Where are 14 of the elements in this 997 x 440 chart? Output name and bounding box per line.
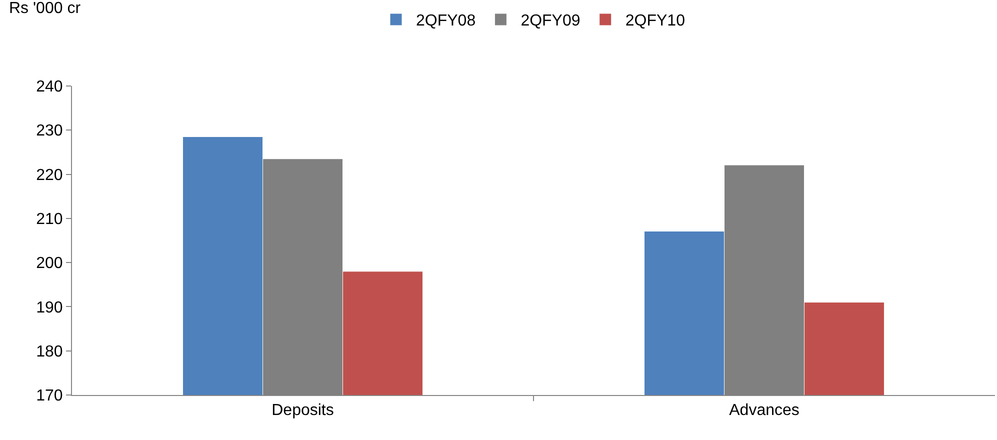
y-tick-label: 200 — [36, 255, 63, 272]
y-tick-label: 230 — [36, 122, 63, 140]
y-axis-title: Rs '000 cr — [9, 0, 82, 17]
y-tick-label: 170 — [36, 388, 63, 405]
y-tick-label: 190 — [36, 299, 63, 316]
x-tick-label: Deposits — [272, 402, 334, 420]
legend-label: 2QFY08 — [416, 12, 476, 30]
x-tick-label: Advances — [729, 402, 800, 420]
y-tick-label: 220 — [36, 166, 63, 184]
legend-label: 2QFY09 — [520, 12, 580, 30]
y-tick-label: 240 — [36, 78, 63, 96]
legend-label: 2QFY10 — [625, 12, 686, 30]
y-tick-label: 210 — [36, 211, 63, 228]
y-tick-label: 180 — [36, 343, 63, 360]
